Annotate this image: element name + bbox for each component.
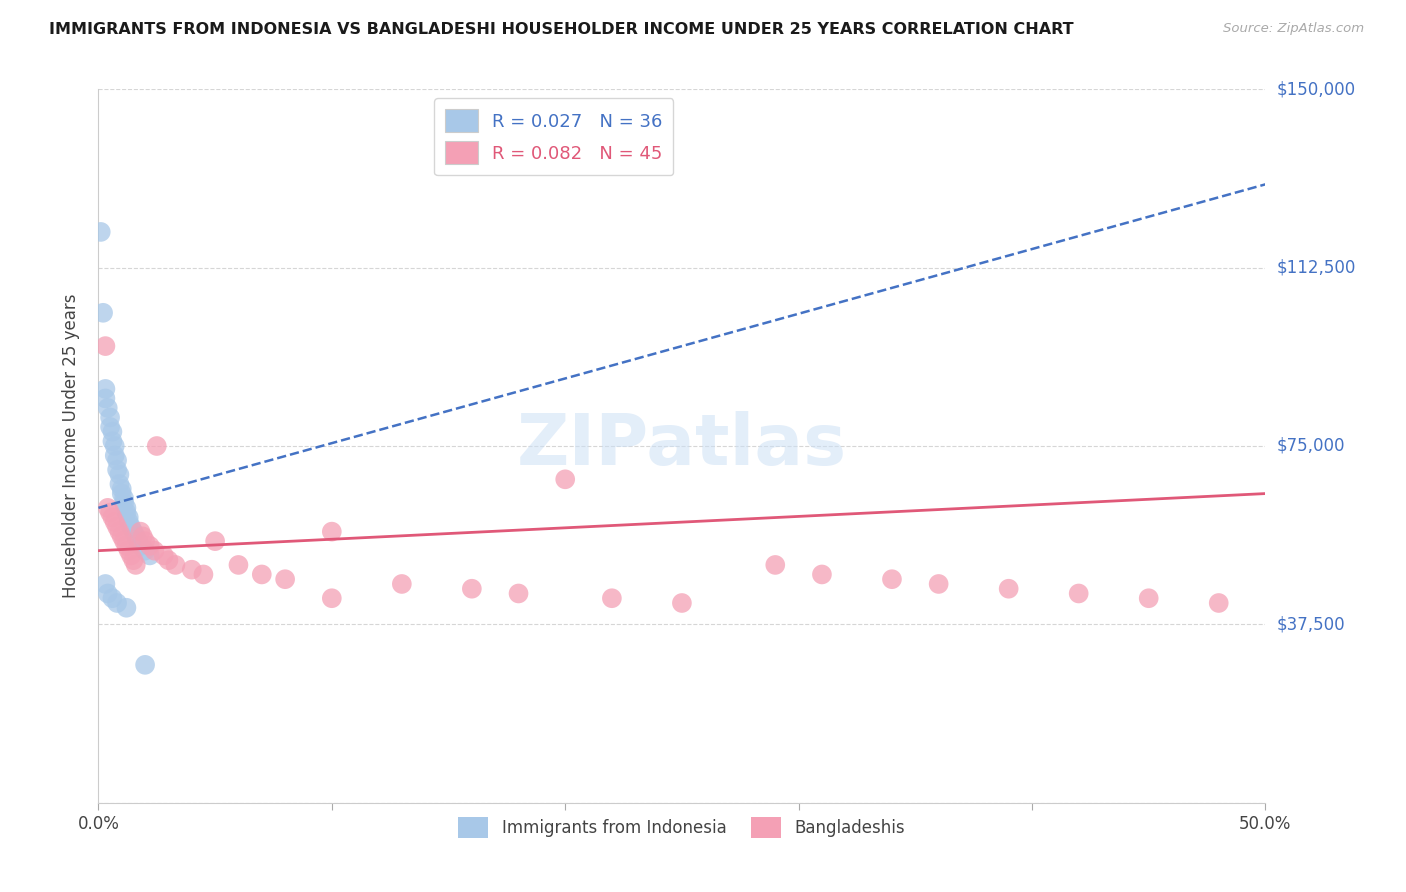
Point [1137,591,1160,606]
Point [132,529,155,543]
Point [111,482,134,496]
Point [105,596,128,610]
Point [165,558,187,572]
Point [1067,586,1090,600]
Point [111,486,134,500]
Legend: Immigrants from Indonesia, Bangladeshis: Immigrants from Indonesia, Bangladeshis [451,811,912,845]
Point [115,506,138,520]
Point [139,539,162,553]
Point [104,439,127,453]
Point [134,543,156,558]
Point [671,596,693,610]
Point [104,515,127,529]
Point [763,558,786,572]
Point [134,657,156,672]
Point [94,577,117,591]
Point [118,543,141,558]
Point [321,591,343,606]
Point [508,586,530,600]
Point [101,434,124,449]
Point [811,567,834,582]
Point [461,582,484,596]
Point [152,549,174,563]
Point [115,600,138,615]
Point [115,539,138,553]
Point [143,543,166,558]
Point [321,524,343,539]
Text: $112,500: $112,500 [1277,259,1355,277]
Point [112,534,135,549]
Point [97,586,120,600]
Point [94,382,117,396]
Point [880,572,903,586]
Point [928,577,950,591]
Text: $37,500: $37,500 [1277,615,1346,633]
Point [228,558,250,572]
Point [108,524,131,539]
Point [98,410,121,425]
Point [104,449,127,463]
Point [91,306,114,320]
Point [98,506,121,520]
Y-axis label: Householder Income Under 25 years: Householder Income Under 25 years [62,293,80,599]
Point [997,582,1019,596]
Point [120,520,142,534]
Point [94,392,117,406]
Point [125,558,148,572]
Point [127,534,149,549]
Point [94,339,117,353]
Point [146,439,169,453]
Point [600,591,623,606]
Point [118,515,141,529]
Point [97,500,120,515]
Point [97,401,120,415]
Point [139,549,162,563]
Point [98,420,121,434]
Point [157,553,180,567]
Text: $150,000: $150,000 [1277,80,1355,98]
Point [115,500,138,515]
Point [108,477,131,491]
Point [101,510,124,524]
Point [125,529,148,543]
Point [111,529,134,543]
Text: IMMIGRANTS FROM INDONESIA VS BANGLADESHI HOUSEHOLDER INCOME UNDER 25 YEARS CORRE: IMMIGRANTS FROM INDONESIA VS BANGLADESHI… [49,22,1074,37]
Point [204,534,226,549]
Point [274,572,297,586]
Point [101,425,124,439]
Point [129,539,152,553]
Point [90,225,112,239]
Text: ZIPatlas: ZIPatlas [517,411,846,481]
Point [122,524,145,539]
Text: $75,000: $75,000 [1277,437,1346,455]
Text: Source: ZipAtlas.com: Source: ZipAtlas.com [1223,22,1364,36]
Point [134,534,156,549]
Point [250,567,273,582]
Point [120,549,142,563]
Point [1208,596,1230,610]
Point [193,567,215,582]
Point [105,453,128,467]
Point [391,577,413,591]
Point [105,463,128,477]
Point [101,591,124,606]
Point [554,472,576,486]
Point [180,563,202,577]
Point [118,510,141,524]
Point [108,467,131,482]
Point [129,524,152,539]
Point [112,491,135,506]
Point [105,520,128,534]
Point [122,553,145,567]
Point [112,496,135,510]
